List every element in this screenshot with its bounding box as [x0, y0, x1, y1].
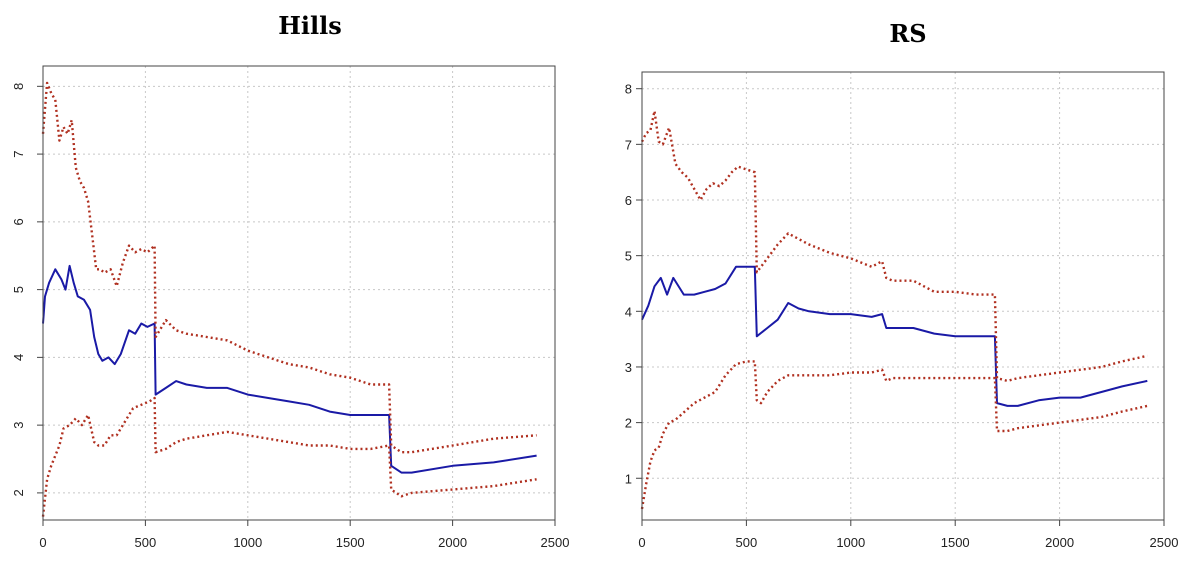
- y-tick-label: 1: [625, 471, 632, 486]
- y-tick-label: 5: [625, 249, 632, 264]
- rs-estimate-line: [641, 265, 1148, 407]
- x-tick-label: 1000: [836, 535, 865, 550]
- x-tick-label: 2000: [438, 535, 467, 550]
- y-tick-label: 7: [625, 137, 632, 152]
- hills-chart: Hills 0 500 1000 1500 2000 2500 2 3 4 5 6 7 8: [11, 11, 570, 550]
- y-tick-label: 4: [11, 354, 26, 361]
- hills-upper-bound-line: [41, 81, 537, 454]
- y-tick-label: 8: [11, 83, 26, 90]
- y-tick-label: 8: [625, 82, 632, 97]
- hills-chart-panel: Hills 0 500 1000 1500 2000 2500 2 3 4 5 6 7 8: [0, 0, 589, 564]
- x-tick-label: 500: [736, 535, 758, 550]
- rs-lower-bound-line: [640, 360, 1148, 510]
- y-tick-label: 2: [625, 416, 632, 431]
- rs-plot-frame: [641, 71, 1165, 521]
- y-tick-label: 6: [625, 193, 632, 208]
- x-tick-label: 0: [39, 535, 46, 550]
- x-tick-label: 0: [638, 535, 645, 550]
- hills-estimate-line: [42, 264, 537, 474]
- rs-chart-panel: RS 0 500 1000 1500 2000 2500 1 2 3 4 5 6 7 8: [590, 0, 1179, 564]
- y-tick-label: 3: [625, 360, 632, 375]
- hills-plot-frame: [42, 65, 556, 521]
- y-tick-label: 4: [625, 304, 632, 319]
- x-tick-label: 2000: [1045, 535, 1074, 550]
- x-tick-label: 2500: [541, 535, 570, 550]
- y-tick-label: 5: [11, 286, 26, 293]
- hills-chart-title: Hills: [278, 11, 342, 40]
- rs-chart: RS 0 500 1000 1500 2000 2500 1 2 3 4 5 6 7 8: [625, 19, 1179, 550]
- x-tick-label: 2500: [1150, 535, 1179, 550]
- rs-chart-title: RS: [889, 19, 926, 48]
- hills-lower-bound-line: [41, 396, 537, 517]
- y-tick-label: 6: [11, 218, 26, 225]
- y-tick-label: 7: [11, 150, 26, 157]
- x-tick-label: 1500: [336, 535, 365, 550]
- x-tick-label: 1000: [233, 535, 262, 550]
- x-tick-label: 500: [135, 535, 157, 550]
- y-tick-label: 3: [11, 422, 26, 429]
- x-tick-label: 1500: [941, 535, 970, 550]
- y-tick-label: 2: [11, 489, 26, 496]
- rs-upper-bound-line: [640, 109, 1148, 383]
